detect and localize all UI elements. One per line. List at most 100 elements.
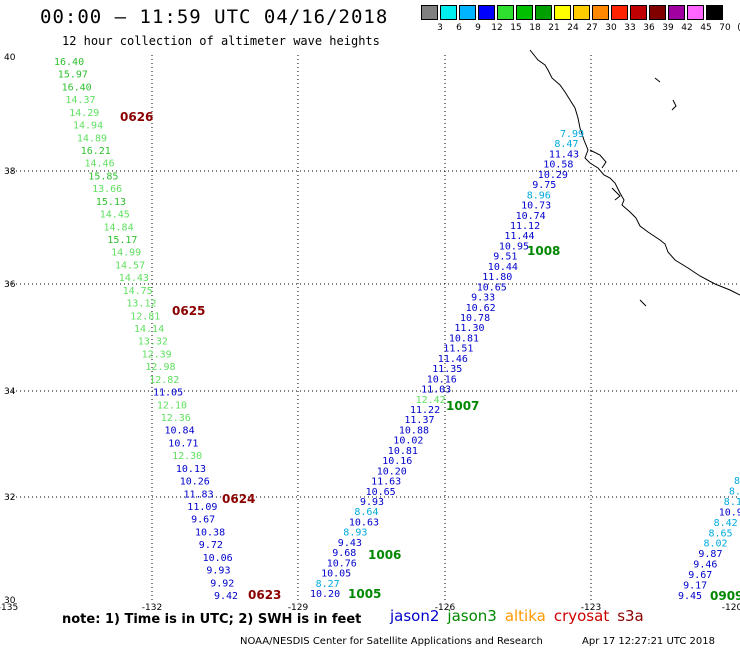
satellite-legend-item: jason2 bbox=[390, 607, 440, 625]
legend-swatch bbox=[459, 5, 476, 20]
wave-height-label: 14.45 bbox=[100, 210, 130, 221]
wave-height-label: 9.93 bbox=[206, 566, 230, 577]
wave-height-label: 9.46 bbox=[693, 560, 717, 571]
wave-height-label: 11.30 bbox=[454, 323, 484, 334]
wave-height-label: 11.44 bbox=[504, 231, 534, 242]
wave-height-label: 8.1 bbox=[724, 497, 740, 508]
inland-contour bbox=[611, 77, 677, 307]
wave-height-label: 11.09 bbox=[187, 502, 217, 513]
legend-swatch bbox=[478, 5, 495, 20]
wave-height-label: 9.67 bbox=[191, 515, 215, 526]
california-coastline bbox=[529, 49, 740, 296]
legend-swatch bbox=[687, 5, 704, 20]
legend-label: 70 bbox=[719, 23, 731, 33]
wave-height-label: 14.89 bbox=[77, 133, 107, 144]
legend-label: 33 bbox=[624, 23, 636, 33]
wave-height-label: 10.20 bbox=[310, 589, 340, 600]
lat-tick-label: 32 bbox=[4, 493, 15, 503]
lat-tick-label: 30 bbox=[4, 596, 16, 606]
timestamp: Apr 17 12:27:21 UTC 2018 bbox=[582, 636, 715, 647]
wave-height-label: 15.85 bbox=[88, 171, 118, 182]
satellite-legend: jason2 jason3 altika cryosat s3a bbox=[390, 607, 652, 625]
wave-height-label: 11.83 bbox=[184, 489, 214, 500]
wave-height-label: 14.46 bbox=[85, 159, 115, 170]
legend-label: 45 bbox=[700, 23, 712, 33]
wave-height-label: 9.43 bbox=[338, 538, 362, 549]
wave-height-label: 10.78 bbox=[460, 313, 490, 324]
wave-height-label: 14.94 bbox=[73, 121, 103, 132]
wave-height-label: 11.35 bbox=[432, 364, 462, 375]
legend-swatch bbox=[611, 5, 628, 20]
wave-height-label: 10.88 bbox=[399, 425, 429, 436]
wave-height-label: 11.80 bbox=[482, 272, 512, 283]
wave-height-label: 10.20 bbox=[377, 466, 407, 477]
wave-height-label: 8.65 bbox=[709, 528, 733, 539]
wave-height-label: 10.44 bbox=[488, 262, 518, 273]
legend-label: 30 bbox=[605, 23, 617, 33]
satellite-legend-item: jason3 bbox=[447, 607, 497, 625]
lat-lon-grid bbox=[8, 55, 740, 600]
pass-code-label: 0626 bbox=[120, 110, 153, 124]
wave-height-label: 11.63 bbox=[371, 477, 401, 488]
pass-code-label: 0623 bbox=[248, 588, 281, 602]
wave-height-label: 9.67 bbox=[688, 570, 712, 581]
wave-height-label: 13.12 bbox=[126, 299, 156, 310]
wave-height-label: 11.46 bbox=[438, 354, 468, 365]
wave-height-label: 15.17 bbox=[107, 235, 137, 246]
legend-label: 21 bbox=[548, 23, 560, 33]
legend-label: 18 bbox=[529, 23, 541, 33]
wave-height-label: 12.39 bbox=[142, 349, 172, 360]
pass-code-label: 1007 bbox=[446, 399, 479, 413]
wave-height-label: 10.06 bbox=[203, 553, 233, 564]
wave-height-label: 10.16 bbox=[427, 374, 457, 385]
pass-code-label: 1005 bbox=[348, 587, 381, 601]
legend-swatch bbox=[421, 5, 438, 20]
wave-height-label: 8.93 bbox=[343, 528, 367, 539]
wave-height-label: 10.65 bbox=[366, 487, 396, 498]
wave-height-label: 10.38 bbox=[195, 527, 225, 538]
wave-height-label: 12.42 bbox=[416, 395, 446, 406]
pass-code-label: 0625 bbox=[172, 304, 205, 318]
wave-height-label: 10.16 bbox=[382, 456, 412, 467]
wave-height-label: 10.81 bbox=[388, 446, 418, 457]
axis-labels: -135 -132 -129 -126 -123 -120 40 38 36 34 32 30 bbox=[0, 53, 740, 613]
legend-swatch bbox=[573, 5, 590, 20]
wave-height-label: 7.99 bbox=[560, 129, 584, 140]
legend-label: 3 bbox=[437, 23, 443, 33]
wave-height-label: 10.73 bbox=[521, 201, 551, 212]
wave-height-label: 8 bbox=[734, 476, 740, 487]
wave-height-label: 11.03 bbox=[421, 385, 451, 396]
wave-height-label: 14.75 bbox=[123, 286, 153, 297]
pass-codes: 0626 0625 0624 0623 1008 1007 1006 1005 0909 bbox=[120, 110, 740, 603]
satellite-legend-item: altika bbox=[504, 607, 546, 625]
wave-height-label: 10.84 bbox=[165, 426, 195, 437]
wave-height-label: 11.37 bbox=[404, 415, 434, 426]
legend-swatch bbox=[497, 5, 514, 20]
wave-height-label: 9.92 bbox=[210, 578, 234, 589]
coastline bbox=[529, 49, 740, 307]
wave-height-label: 11.05 bbox=[153, 388, 183, 399]
wave-height-label: 10.76 bbox=[327, 558, 357, 569]
wave-height-label: 10.05 bbox=[321, 569, 351, 580]
wave-height-label: 16.40 bbox=[62, 82, 92, 93]
legend-label: (ft) bbox=[733, 23, 740, 33]
wave-height-label: 15.13 bbox=[96, 197, 126, 208]
legend-swatch bbox=[706, 5, 723, 20]
wave-height-label: 10.95 bbox=[499, 241, 529, 252]
wave-height-label: 8.02 bbox=[704, 539, 728, 550]
wave-height-label: 11.43 bbox=[549, 149, 579, 160]
legend-swatch bbox=[440, 5, 457, 20]
legend-swatch bbox=[630, 5, 647, 20]
pass-code-label: 1006 bbox=[368, 548, 401, 562]
wave-height-label: 14.84 bbox=[104, 222, 134, 233]
lat-tick-label: 34 bbox=[4, 387, 16, 397]
legend-swatch bbox=[554, 5, 571, 20]
lon-tick-label: -120 bbox=[722, 603, 740, 613]
wave-height-label: 9.51 bbox=[493, 252, 517, 263]
legend-label: 24 bbox=[567, 23, 579, 33]
wave-height-label: 10.81 bbox=[449, 333, 479, 344]
wave-height-label: 10.13 bbox=[176, 464, 206, 475]
wave-height-label: 14.14 bbox=[134, 324, 164, 335]
wave-height-label: 12.10 bbox=[157, 400, 187, 411]
